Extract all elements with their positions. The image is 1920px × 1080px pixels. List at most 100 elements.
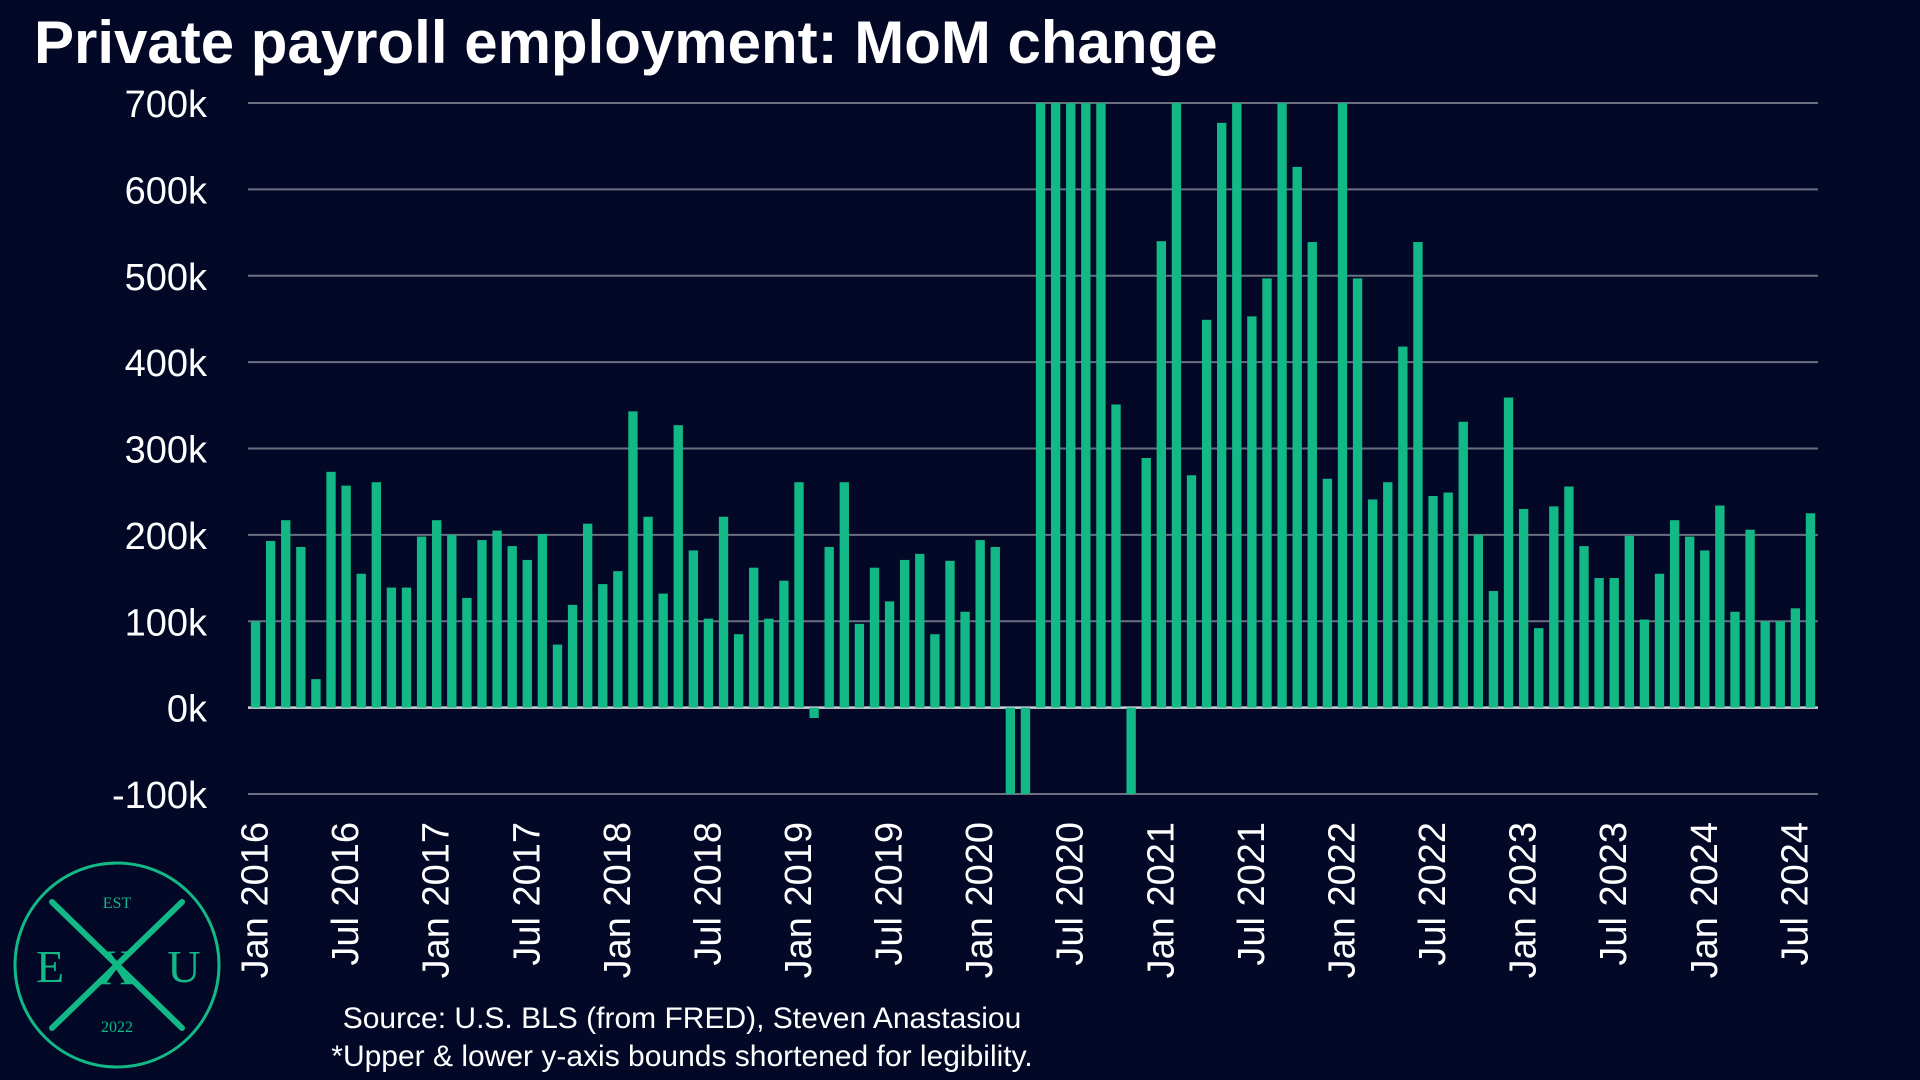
bar	[1066, 103, 1076, 708]
bar	[1458, 421, 1468, 708]
y-tick-label: 500k	[125, 257, 208, 299]
bar	[326, 471, 336, 708]
x-tick-label: Jan 2019	[778, 822, 820, 978]
logo-letter-e: E	[36, 941, 64, 992]
bar	[673, 425, 683, 708]
bar	[1715, 505, 1725, 708]
bar	[1126, 707, 1136, 794]
bar	[1337, 103, 1348, 708]
bar	[1473, 534, 1484, 708]
bar	[718, 516, 729, 708]
bar	[945, 560, 955, 708]
bar	[1005, 707, 1016, 794]
bar	[1171, 103, 1182, 708]
x-tick-label: Jan 2022	[1321, 822, 1363, 978]
bar	[1760, 621, 1770, 708]
y-tick-label: 600k	[125, 170, 208, 212]
x-tick-label: Jul 2018	[687, 822, 729, 966]
bar	[1654, 573, 1665, 708]
x-tick-label: Jan 2017	[416, 822, 458, 978]
bar	[809, 707, 819, 718]
bar	[1594, 578, 1604, 708]
x-tick-label: Jan 2020	[959, 822, 1001, 978]
bar	[643, 516, 653, 708]
logo-ring	[13, 861, 221, 1069]
axis-bounds-note: *Upper & lower y-axis bounds shortened f…	[331, 1040, 1033, 1073]
y-tick-label: 0k	[167, 689, 208, 731]
bar	[975, 540, 985, 708]
bar	[733, 634, 744, 708]
bar	[1277, 103, 1287, 708]
logo-letter-x: X	[99, 939, 135, 995]
x-tick-label: Jan 2018	[597, 822, 639, 978]
chart-title: Private payroll employment: MoM change	[34, 9, 1218, 76]
bar	[1503, 397, 1514, 708]
bar	[371, 482, 381, 708]
bar	[1564, 486, 1574, 708]
bar	[839, 482, 849, 708]
bar	[537, 534, 548, 708]
bar	[1050, 103, 1061, 708]
bar	[1111, 404, 1121, 708]
y-tick-label: 200k	[125, 516, 208, 558]
x-tick-label: Jul 2020	[1050, 822, 1092, 966]
logo-year: 2022	[101, 1019, 133, 1036]
bar	[915, 553, 925, 708]
bar	[1020, 707, 1031, 794]
bar	[341, 485, 351, 708]
bar	[1247, 316, 1257, 708]
bar	[930, 634, 940, 708]
bar	[1549, 506, 1559, 708]
bar	[869, 567, 880, 708]
x-tick-label: Jul 2017	[506, 822, 548, 966]
bar	[688, 550, 699, 708]
x-tick-label: Jan 2023	[1503, 822, 1545, 978]
bar	[1352, 278, 1363, 708]
bar	[1745, 529, 1755, 708]
bar	[265, 540, 276, 708]
bar	[281, 520, 291, 708]
y-tick-label: -100k	[112, 775, 208, 817]
bar	[311, 679, 321, 708]
x-tick-label: Jul 2022	[1412, 822, 1454, 966]
x-tick-label: Jan 2021	[1140, 822, 1182, 978]
bar	[1609, 578, 1619, 708]
bar	[507, 546, 517, 708]
bar	[794, 482, 804, 708]
bar	[386, 587, 397, 708]
bar	[416, 536, 427, 708]
bar	[960, 611, 970, 708]
bar	[401, 587, 412, 708]
bar	[779, 580, 789, 708]
bar	[1790, 608, 1801, 708]
bar	[1534, 628, 1544, 708]
bar	[1232, 103, 1242, 708]
bar	[356, 573, 366, 708]
bar	[1775, 621, 1785, 708]
bar	[1201, 319, 1212, 708]
x-tick-label: Jul 2019	[869, 822, 911, 966]
bar	[462, 597, 472, 708]
x-tick-label: Jul 2016	[325, 822, 367, 966]
logo-est: EST	[103, 895, 132, 912]
bar	[749, 567, 759, 708]
bar	[854, 623, 865, 708]
bar	[1262, 278, 1272, 708]
bar	[582, 523, 593, 708]
bar	[1488, 591, 1499, 708]
bar	[250, 621, 261, 708]
bar	[522, 559, 532, 708]
bar	[1700, 550, 1710, 708]
bar	[432, 520, 442, 708]
exu-logo: EST E X U 2022	[13, 861, 221, 1069]
y-tick-label: 100k	[125, 602, 208, 644]
y-tick-label: 400k	[125, 343, 208, 385]
bar	[598, 584, 608, 708]
bar	[1443, 492, 1453, 708]
bar	[1730, 611, 1740, 708]
bar	[1292, 166, 1302, 708]
bar	[1579, 546, 1589, 708]
bar	[1398, 346, 1408, 708]
x-tick-label: Jan 2024	[1684, 822, 1726, 978]
